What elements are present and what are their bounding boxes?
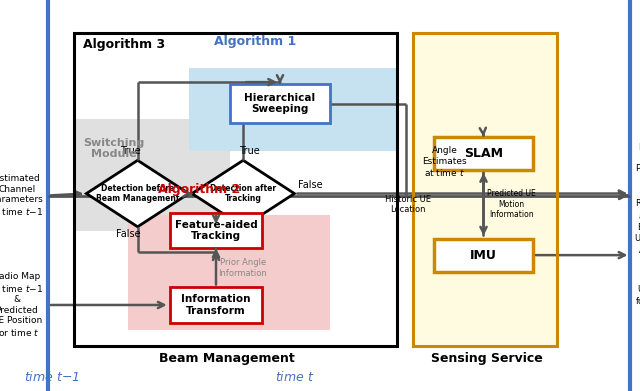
Text: True: True <box>120 145 140 156</box>
Text: Algorithm 2: Algorithm 2 <box>158 183 241 196</box>
Bar <box>74 33 397 346</box>
Text: Radio Map
at time $t$−1
&
Predicted
UE Position
for time $t$: Radio Map at time $t$−1 & Predicted UE P… <box>0 272 44 338</box>
Text: Estimated
Channel
Parameters
at time $t$: Estimated Channel Parameters at time $t$ <box>635 143 640 185</box>
Bar <box>170 213 262 248</box>
Text: Prior Angle
Information: Prior Angle Information <box>218 258 268 278</box>
Text: Detection after
Tracking: Detection after Tracking <box>210 184 276 203</box>
Text: Radio Map
at time $t$,
Estimated
UE Position
At time $t$,: Radio Map at time $t$, Estimated UE Posi… <box>635 199 640 256</box>
Text: Feature-aided
Tracking: Feature-aided Tracking <box>175 220 257 242</box>
Text: Algorithm 3: Algorithm 3 <box>83 38 165 52</box>
Text: False: False <box>298 180 322 190</box>
Text: Historic UE
Location: Historic UE Location <box>385 195 431 214</box>
Text: Angle
Estimates
at time $t$: Angle Estimates at time $t$ <box>422 146 467 178</box>
Text: Estimated
Channel
Parameters
at time $t$−1: Estimated Channel Parameters at time $t$… <box>0 174 44 217</box>
Bar <box>413 33 557 346</box>
Bar <box>128 215 330 330</box>
Bar <box>74 119 230 231</box>
Text: Beam Management: Beam Management <box>159 352 295 366</box>
Text: Hierarchical
Sweeping: Hierarchical Sweeping <box>244 93 316 115</box>
Bar <box>230 84 330 123</box>
Text: IMU: IMU <box>470 249 497 262</box>
Text: True: True <box>239 145 260 156</box>
Text: SLAM: SLAM <box>464 147 503 160</box>
Text: Information
Transform: Information Transform <box>181 294 251 316</box>
Text: Predicted UE
Motion
Information: Predicted UE Motion Information <box>487 189 536 219</box>
Bar <box>189 68 397 151</box>
Bar <box>413 33 557 346</box>
Text: time $t$: time $t$ <box>275 370 315 384</box>
Text: Algorithm 1: Algorithm 1 <box>214 34 297 48</box>
Polygon shape <box>192 160 294 227</box>
Bar <box>434 239 533 272</box>
Text: Sensing Service: Sensing Service <box>431 352 542 366</box>
Text: False: False <box>116 229 140 239</box>
Polygon shape <box>86 160 189 227</box>
Bar <box>170 287 262 323</box>
Text: Predicted
UE Position
for time $t$+1: Predicted UE Position for time $t$+1 <box>635 274 640 307</box>
Bar <box>434 137 533 170</box>
Text: Detection before
Beam Management: Detection before Beam Management <box>96 184 179 203</box>
Text: time $t$−1: time $t$−1 <box>24 370 79 384</box>
Text: Switching
Module: Switching Module <box>83 138 145 160</box>
